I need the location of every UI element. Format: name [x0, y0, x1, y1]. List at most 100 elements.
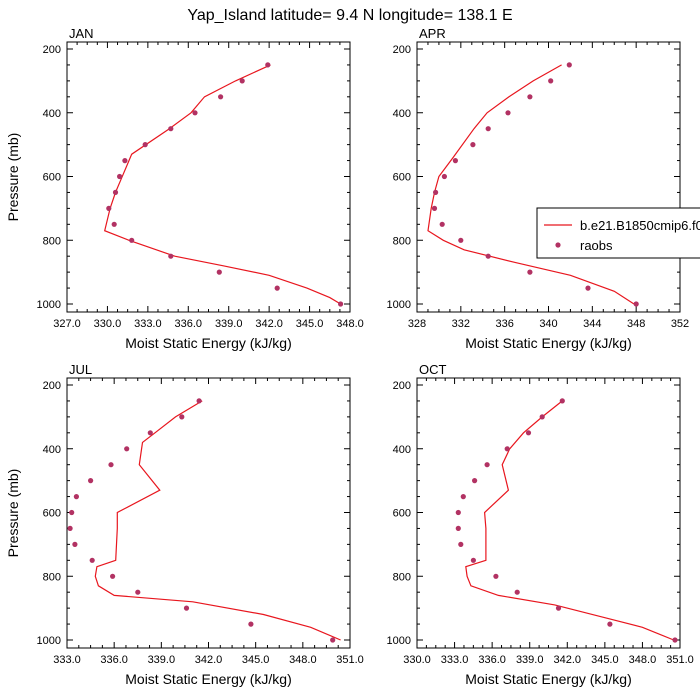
x-tick-label: 342.0 [554, 654, 582, 666]
x-tick-label: 336.0 [175, 318, 203, 330]
obs-point [470, 142, 476, 148]
model-profile-line [103, 64, 341, 305]
x-tick-label: 327.0 [53, 318, 81, 330]
y-tick-label: 400 [43, 108, 61, 120]
obs-point [218, 94, 224, 100]
legend-obs-marker-swatch [555, 242, 561, 248]
x-tick-label: 342.0 [195, 654, 223, 666]
x-tick-label: 348.0 [629, 654, 657, 666]
obs-point [274, 285, 280, 291]
panel-label: OCT [419, 362, 447, 377]
obs-point [73, 494, 79, 500]
panel-oct: OCT 330.0 333.0 336.0 339.0 342.0 345.0 348.0 35… [387, 362, 694, 687]
obs-point [527, 94, 533, 100]
y-tick-label: 600 [393, 508, 411, 520]
obs-point [525, 430, 532, 436]
obs-point [555, 605, 562, 611]
x-tick-label: 351.0 [666, 654, 694, 666]
x-tick-label: 330.0 [94, 318, 122, 330]
legend-model-label: b.e21.B1850cmip6.f0 [580, 218, 700, 233]
obs-point [168, 253, 174, 259]
x-tick-label: 348.0 [289, 654, 317, 666]
y-tick-label: 600 [43, 172, 61, 184]
obs-markers [455, 398, 678, 643]
panel-label: JAN [69, 26, 94, 41]
y-tick-label: 1000 [387, 635, 411, 647]
x-tick-label: 328 [408, 318, 426, 330]
x-axis: 327.0 330.0 333.0 336.0 339.0 342.0 345.0 348.0 [53, 42, 364, 330]
obs-point [111, 221, 117, 227]
obs-point [147, 430, 153, 436]
obs-point [607, 621, 613, 627]
obs-point [585, 285, 591, 291]
x-tick-label: 352 [671, 318, 689, 330]
x-axis-label: Moist Static Energy (kJ/kg) [125, 671, 292, 687]
y-tick-label: 200 [393, 44, 411, 56]
obs-point [441, 173, 447, 180]
obs-point [248, 621, 254, 627]
obs-point [458, 541, 464, 548]
obs-point [108, 462, 114, 468]
y-tick-label: 800 [43, 571, 61, 583]
obs-point [455, 525, 461, 532]
legend-box [536, 207, 700, 259]
obs-point [330, 637, 336, 643]
x-tick-label: 336.0 [478, 654, 506, 666]
legend-obs-label: raobs [580, 238, 613, 253]
y-axis: 200 400 600 800 1000 [37, 44, 350, 311]
x-tick-label: 348 [627, 318, 645, 330]
obs-point [183, 605, 190, 611]
obs-point [548, 78, 554, 84]
obs-point [514, 589, 520, 595]
obs-point [67, 525, 73, 532]
obs-point [493, 573, 499, 579]
obs-point [460, 494, 466, 500]
obs-point [69, 509, 75, 516]
x-axis-label: Moist Static Energy (kJ/kg) [465, 671, 632, 687]
panel-apr: APR 328 332 336 340 344 348 352 200 400 600 800 1000… [387, 26, 690, 351]
obs-point [216, 269, 222, 275]
obs-point [110, 573, 116, 579]
x-tick-label: 330.0 [403, 654, 431, 666]
x-axis: 330.0 333.0 336.0 339.0 342.0 345.0 348.0 351.0 [403, 378, 694, 666]
legend: b.e21.B1850cmip6.f0 raobs [536, 207, 700, 259]
plot-frame [66, 41, 351, 313]
obs-point [142, 142, 148, 148]
x-tick-label: 342.0 [255, 318, 283, 330]
obs-point [485, 126, 491, 132]
obs-point [117, 173, 123, 180]
x-tick-label: 345.0 [591, 654, 619, 666]
obs-point [672, 637, 678, 643]
y-axis: 200 400 600 800 1000 [37, 380, 350, 647]
obs-point [472, 478, 478, 484]
x-tick-label: 336 [495, 318, 513, 330]
obs-point [135, 589, 141, 595]
obs-point [112, 189, 119, 195]
model-profile-line [427, 64, 635, 305]
y-tick-label: 800 [43, 235, 61, 247]
obs-point [129, 237, 135, 243]
model-profile-line [465, 400, 674, 641]
y-tick-label: 200 [43, 380, 61, 392]
obs-point [559, 398, 565, 404]
y-tick-label: 200 [43, 44, 61, 56]
obs-point [527, 269, 533, 275]
y-tick-label: 600 [43, 508, 61, 520]
x-tick-label: 339.0 [516, 654, 544, 666]
x-tick-label: 333.0 [441, 654, 469, 666]
obs-point [192, 110, 198, 116]
obs-point [431, 205, 438, 211]
x-axis-label: Moist Static Energy (kJ/kg) [465, 335, 632, 351]
y-tick-label: 1000 [37, 635, 61, 647]
panel-jan: JAN 327.0 330.0 333.0 336.0 339.0 342.0 345.0 34… [5, 26, 364, 351]
obs-point [505, 110, 511, 116]
x-tick-label: 351.0 [336, 654, 364, 666]
panel-label: JUL [69, 362, 92, 377]
obs-point [124, 446, 130, 452]
x-axis: 328 332 336 340 344 348 352 [408, 42, 689, 330]
obs-point [458, 237, 464, 243]
figure-title: Yap_Island latitude= 9.4 N longitude= 13… [187, 7, 512, 24]
y-tick-label: 200 [393, 380, 411, 392]
obs-point [72, 541, 78, 548]
